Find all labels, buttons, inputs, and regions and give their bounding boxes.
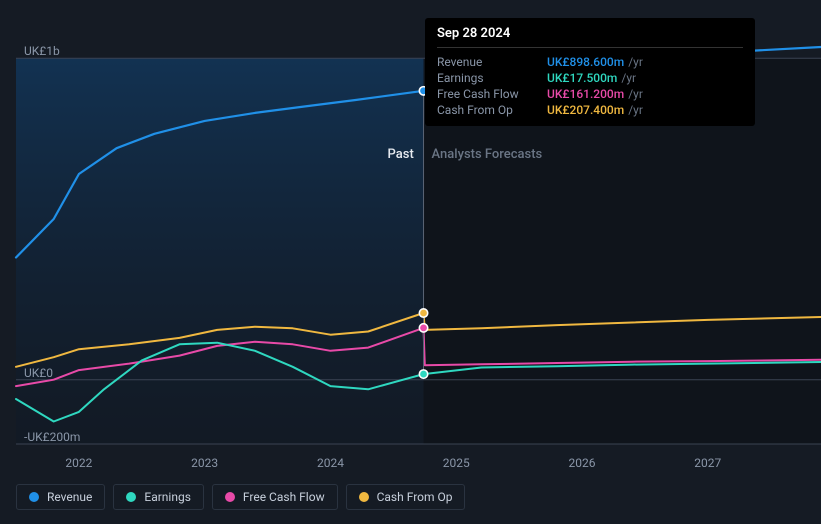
legend-dot-icon [225, 492, 235, 502]
x-axis-label: 2025 [443, 456, 470, 470]
y-axis-label: UK£0 [24, 366, 53, 380]
tooltip-row-value: UK£161.200m [547, 87, 624, 101]
tooltip-row-suffix: /yr [628, 103, 643, 117]
marker-dot-cash_from_op [419, 309, 427, 317]
y-axis-label: -UK£200m [24, 430, 80, 444]
marker-dot-free_cash_flow [419, 324, 427, 332]
tooltip-row-earnings: EarningsUK£17.500m/yr [437, 70, 743, 86]
x-axis-label: 2023 [191, 456, 218, 470]
tooltip-date: Sep 28 2024 [437, 26, 743, 41]
legend-item-label: Earnings [144, 490, 191, 504]
y-axis-label: UK£1b [24, 44, 60, 58]
marker-dot-earnings [419, 370, 427, 378]
tooltip-row-label: Cash From Op [437, 103, 547, 117]
legend-dot-icon [359, 492, 369, 502]
tooltip-row-suffix: /yr [621, 71, 636, 85]
tooltip-row-label: Revenue [437, 55, 547, 69]
legend-item-label: Free Cash Flow [243, 490, 325, 504]
tooltip-row-revenue: RevenueUK£898.600m/yr [437, 54, 743, 70]
x-axis-label: 2024 [317, 456, 344, 470]
legend-dot-icon [126, 492, 136, 502]
legend-item-revenue[interactable]: Revenue [16, 484, 105, 510]
legend-item-cash_from_op[interactable]: Cash From Op [346, 484, 466, 510]
tooltip-row-label: Free Cash Flow [437, 87, 547, 101]
tooltip-row-cash_from_op: Cash From OpUK£207.400m/yr [437, 102, 743, 118]
region-label-forecast: Analysts Forecasts [432, 147, 543, 162]
tooltip-row-label: Earnings [437, 71, 547, 85]
tooltip-row-suffix: /yr [628, 87, 643, 101]
chart-legend: Revenue Earnings Free Cash Flow Cash From O… [16, 484, 465, 510]
x-axis-label: 2027 [694, 456, 721, 470]
legend-item-free_cash_flow[interactable]: Free Cash Flow [212, 484, 338, 510]
legend-item-earnings[interactable]: Earnings [113, 484, 204, 510]
tooltip-row-suffix: /yr [628, 55, 643, 69]
x-axis-label: 2026 [569, 456, 596, 470]
tooltip-row-value: UK£17.500m [547, 71, 617, 85]
legend-item-label: Cash From Op [377, 490, 453, 504]
tooltip-row-free_cash_flow: Free Cash FlowUK£161.200m/yr [437, 86, 743, 102]
legend-item-label: Revenue [47, 490, 92, 504]
region-label-past: Past [388, 147, 414, 162]
chart-tooltip: Sep 28 2024 RevenueUK£898.600m/yrEarning… [425, 18, 755, 126]
legend-dot-icon [29, 492, 39, 502]
x-axis-label: 2022 [65, 456, 92, 470]
tooltip-row-value: UK£898.600m [547, 55, 624, 69]
chart-container: Sep 28 2024 RevenueUK£898.600m/yrEarning… [0, 0, 821, 524]
tooltip-row-value: UK£207.400m [547, 103, 624, 117]
